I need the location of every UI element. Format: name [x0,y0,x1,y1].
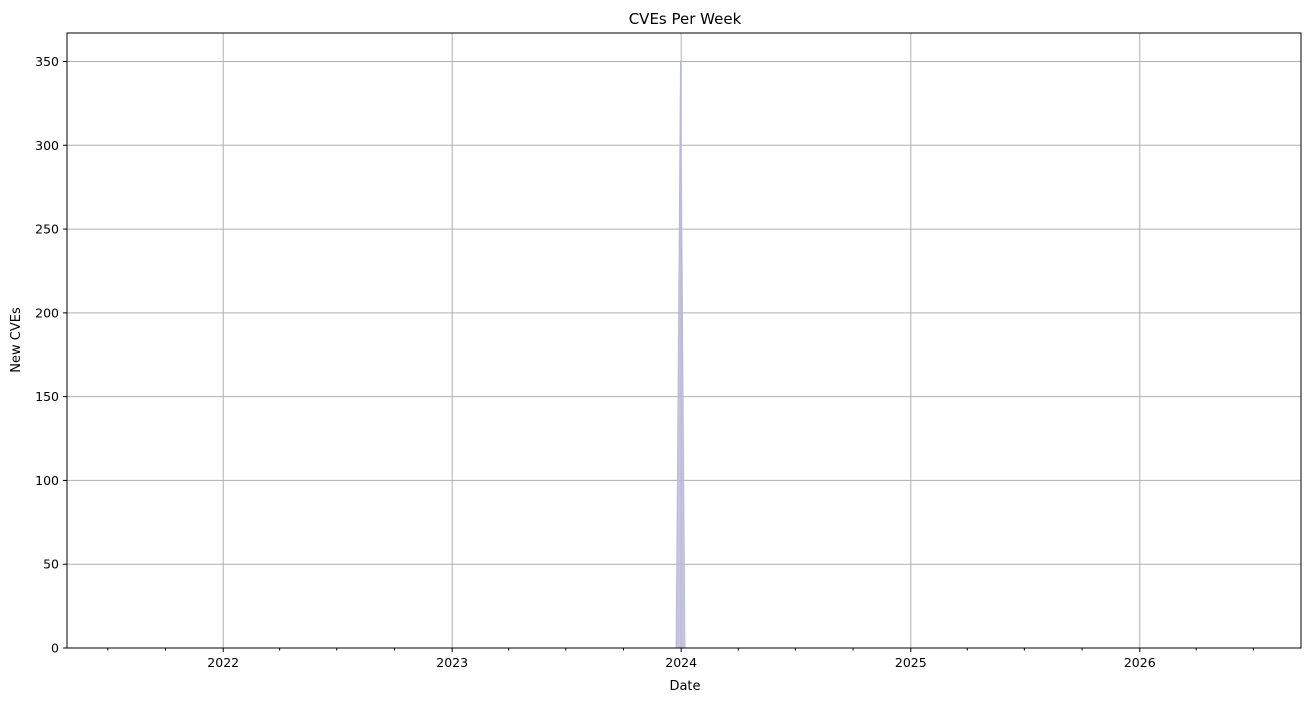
y-tick-label: 100 [35,473,59,488]
y-tick-label: 350 [35,54,59,69]
series-line [67,61,1301,649]
y-tick-label: 150 [35,389,59,404]
axis-ticks: 0 50 100 150 200 250 300 350 2022 2023 2024 2025 202… [35,54,1254,670]
x-tick-label: 2026 [1124,655,1156,670]
y-tick-label: 250 [35,222,59,237]
x-tick-label: 2022 [207,655,239,670]
y-tick-label: 0 [51,641,59,656]
x-tick-label: 2023 [436,655,468,670]
y-tick-label: 50 [43,557,59,572]
y-tick-label: 200 [35,305,59,320]
x-axis-title: Date [669,679,700,694]
x-tick-label: 2025 [895,655,927,670]
x-tick-label: 2024 [665,655,697,670]
plot-frame [66,32,1302,649]
y-tick-label: 300 [35,138,59,153]
chart-title: CVEs Per Week [629,10,742,28]
series-layer [67,61,1301,649]
y-axis-title: New CVEs [9,307,24,373]
